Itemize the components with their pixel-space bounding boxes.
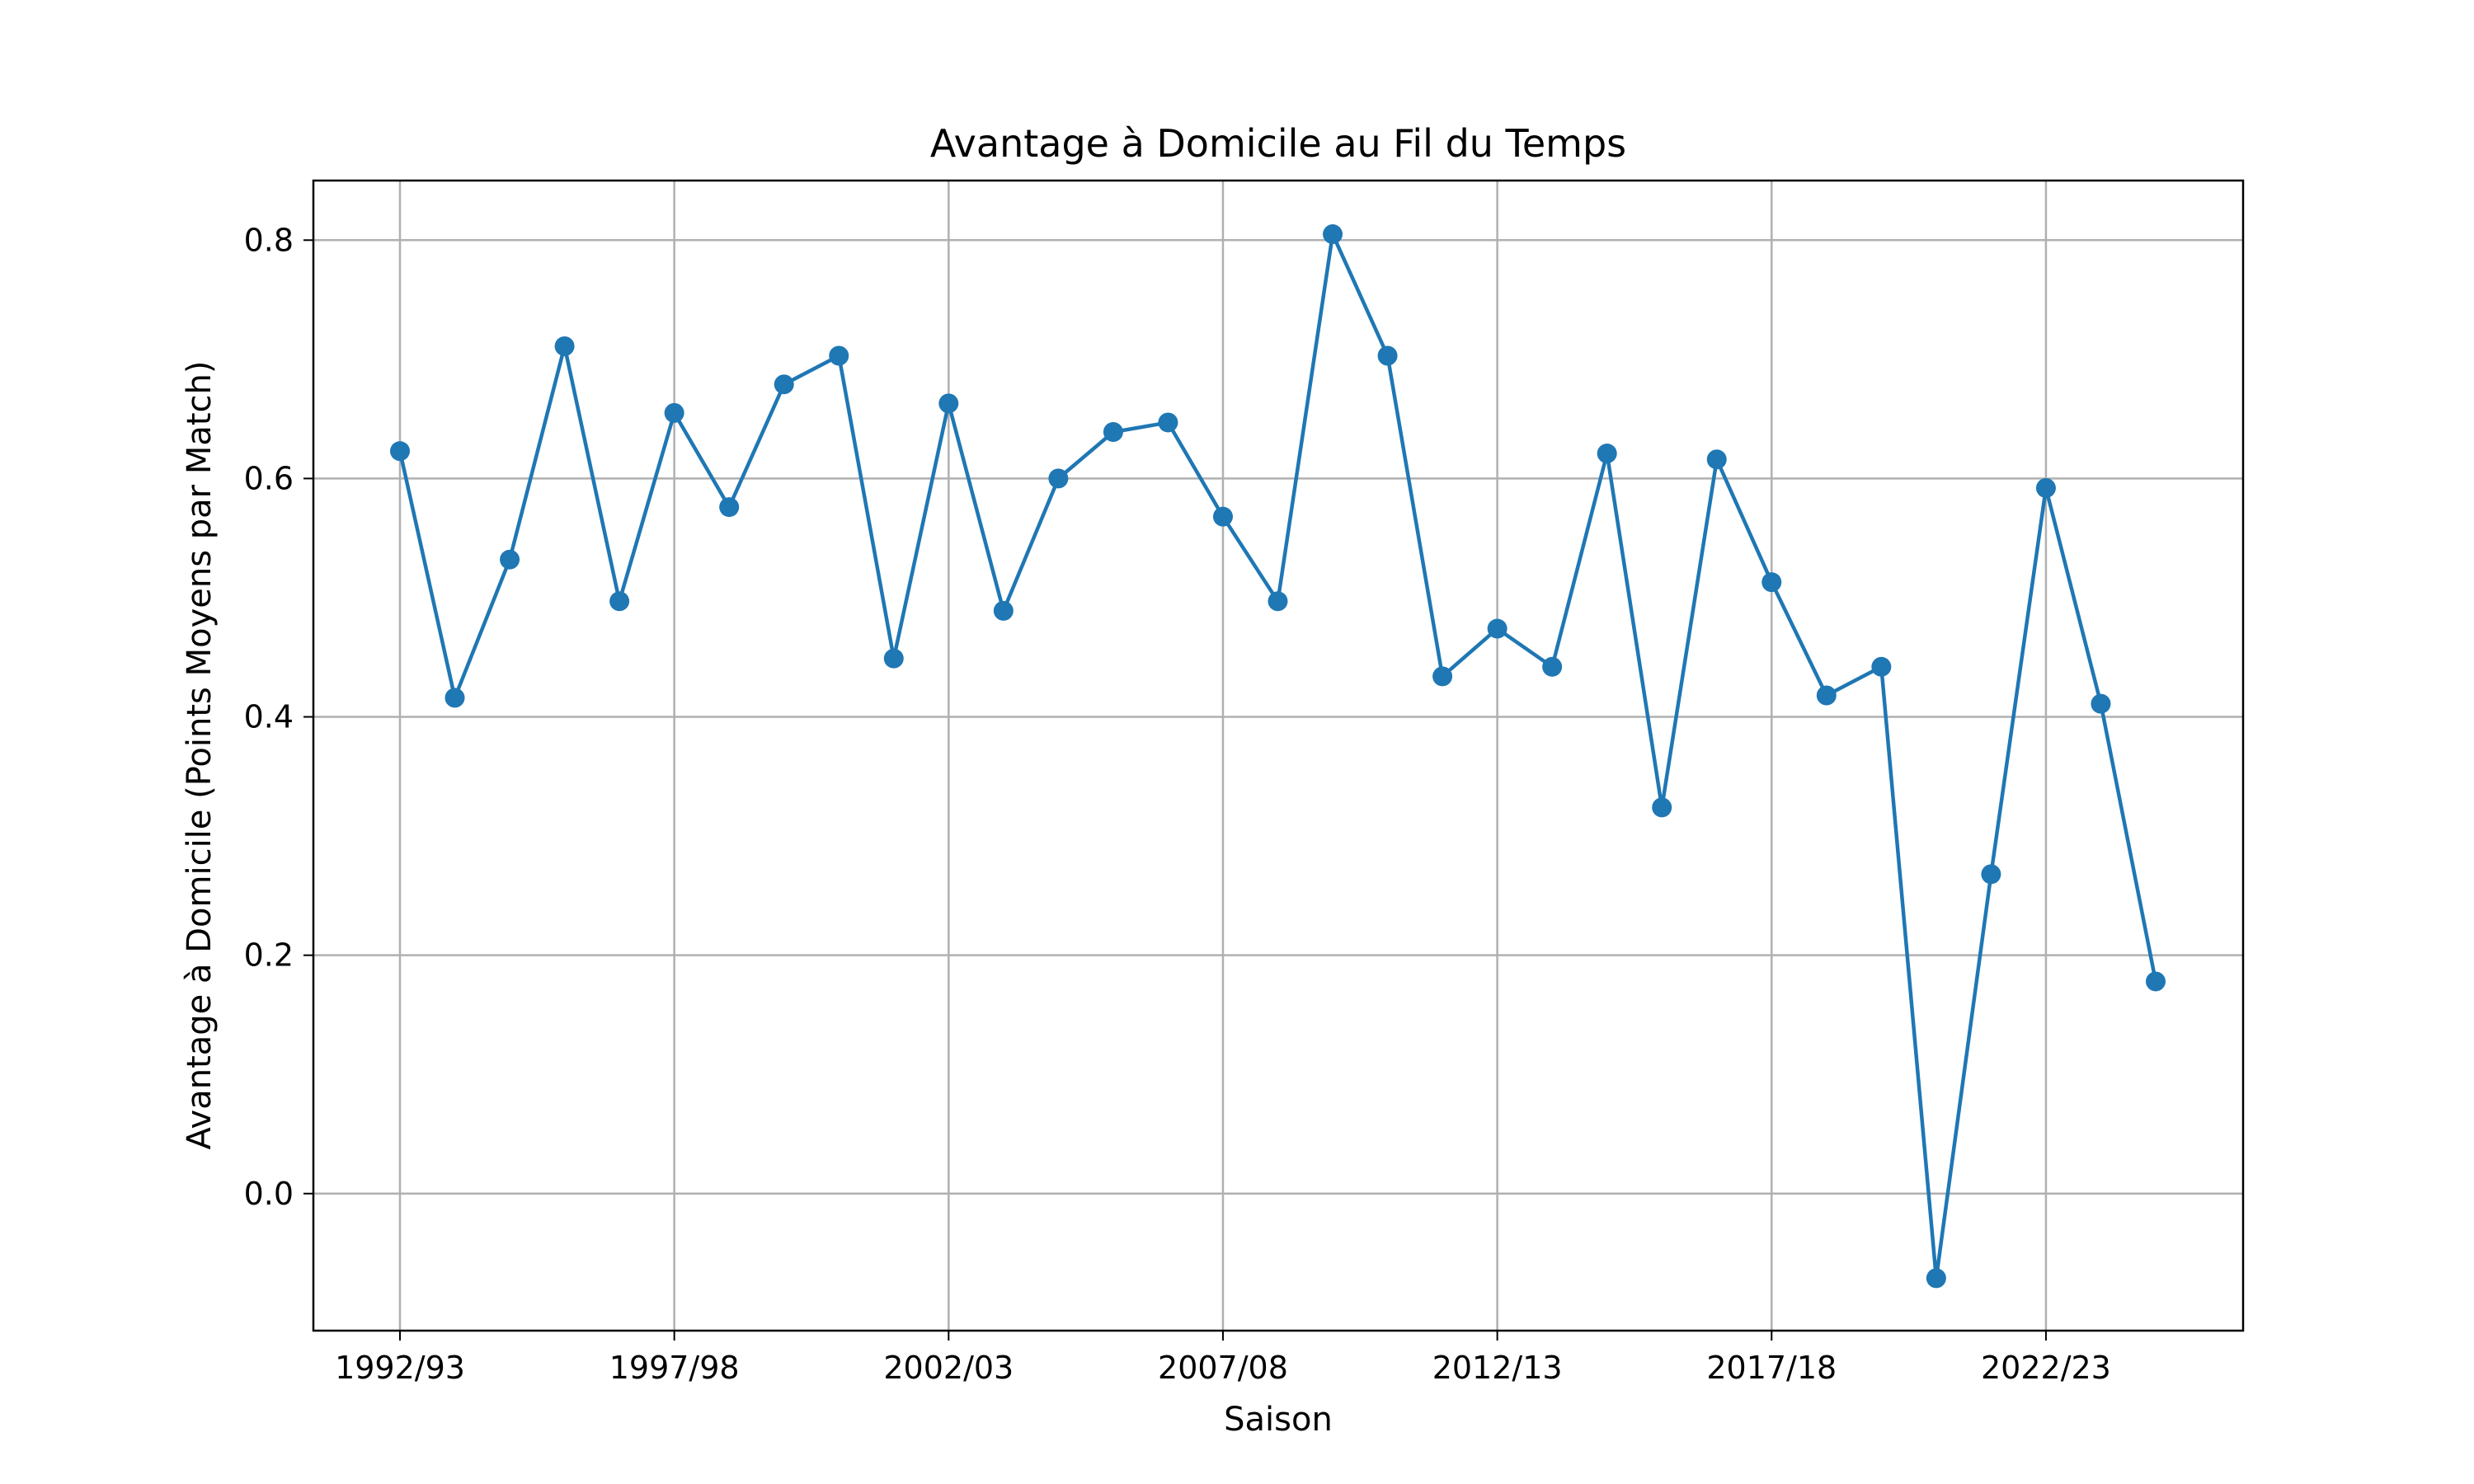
data-point (1487, 618, 1507, 639)
data-point (664, 402, 684, 423)
y-tick-label: 0.2 (244, 937, 294, 974)
data-point (609, 591, 630, 612)
data-point (500, 549, 520, 570)
data-point (1706, 449, 1727, 470)
x-tick-label: 2002/03 (883, 1350, 1014, 1386)
data-point (1103, 422, 1123, 443)
grid (313, 181, 2243, 1331)
axis-ticks: 1992/93 1997/98 2002/03 2007/08 2012/13 2017/… (244, 222, 2111, 1386)
x-tick-label: 2007/08 (1158, 1350, 1288, 1386)
data-point (1377, 345, 1398, 366)
data-point (1871, 656, 1892, 677)
series-area (390, 224, 2166, 1289)
data-point (1212, 506, 1233, 527)
data-point (938, 393, 959, 414)
data-point (444, 688, 465, 708)
data-point (1158, 412, 1178, 433)
data-point (1432, 666, 1453, 687)
data-point (774, 374, 794, 395)
plot-frame (312, 179, 2245, 1332)
data-point (719, 497, 740, 518)
data-point (1981, 864, 2001, 885)
y-axis-label: Avantage à Domicile (Points Moyens par M… (181, 361, 219, 1150)
x-axis-label: Saison (1224, 1401, 1333, 1439)
x-tick-label: 2017/18 (1706, 1350, 1837, 1386)
data-point (993, 600, 1014, 621)
x-tick-label: 2012/13 (1432, 1350, 1563, 1386)
y-tick-label: 0.8 (244, 222, 294, 258)
data-point (1268, 591, 1288, 612)
chart-title: Avantage à Domicile au Fil du Temps (930, 121, 1626, 166)
y-tick-label: 0.0 (244, 1176, 294, 1212)
y-tick-label: 0.6 (244, 460, 294, 496)
data-point (1323, 224, 1343, 245)
data-point (2035, 477, 2056, 498)
data-point (883, 648, 904, 669)
data-point (1926, 1268, 1946, 1289)
y-tick-label: 0.4 (244, 699, 294, 735)
data-point (390, 441, 410, 462)
data-point (1816, 685, 1837, 706)
data-point (829, 345, 849, 366)
data-point (1048, 468, 1069, 489)
data-point (2091, 693, 2111, 714)
data-point (2146, 971, 2166, 992)
data-point (1652, 797, 1672, 818)
x-tick-label: 2022/23 (1981, 1350, 2111, 1386)
data-point (1542, 656, 1563, 677)
data-point (1761, 572, 1782, 593)
x-tick-label: 1992/93 (335, 1350, 465, 1386)
x-tick-label: 1997/98 (609, 1350, 740, 1386)
data-point (1597, 444, 1617, 464)
data-point (554, 336, 575, 356)
